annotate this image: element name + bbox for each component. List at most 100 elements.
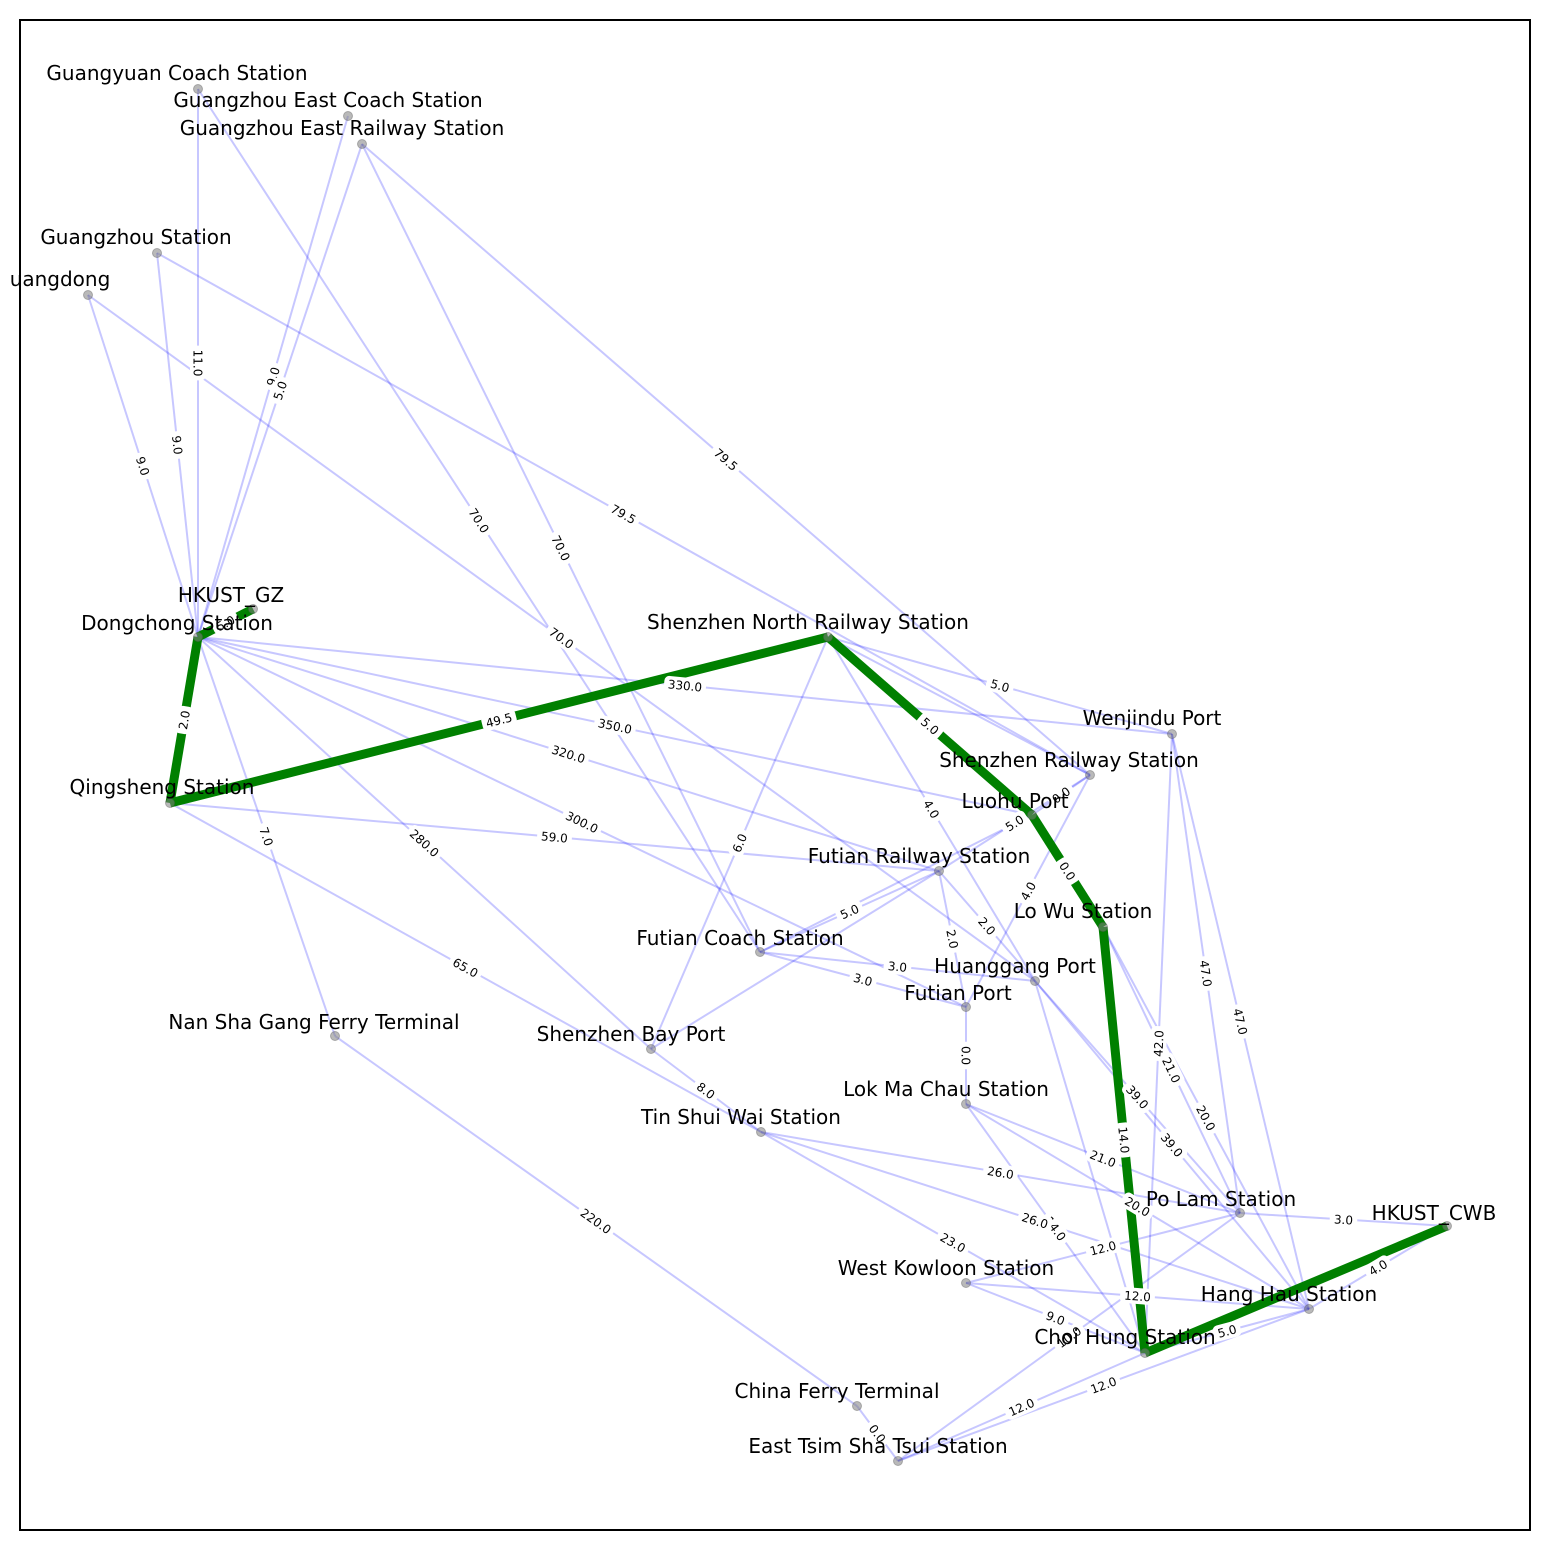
node-label-lmc: Lok Ma Chau Station [843,1077,1049,1101]
edge-weight-label: 47.0 [1229,1003,1252,1040]
edge-weight-text: 70.0 [548,533,572,563]
node-ch [1140,1348,1150,1358]
node-label-hkgz: HKUST_GZ [178,583,284,607]
edge-weight-label: 5.0 [1212,1320,1242,1342]
node-label-lw: Lo Wu Station [1014,899,1153,923]
node-label-szr: Shenzhen Railway Station [939,748,1199,772]
edge-weight-label: 23.0 [935,1228,971,1257]
node-label-ftr: Futian Railway Station [808,844,1031,868]
node-ftp [961,1002,971,1012]
node-label-ftc: Futian Coach Station [636,926,843,950]
edge-weight-label: 2.0 [174,705,194,735]
node-qs [165,798,175,808]
edge-weight-label: 11.0 [190,345,206,381]
edge-weight-label: 3.0 [1329,1210,1358,1229]
edge-weight-label: 5.0 [835,900,864,923]
edge-weight-label: 14.0 [1114,1122,1134,1158]
edge-weight-text: 9.0 [169,435,185,455]
node-nsg [330,1031,340,1041]
node-label-snr: Shenzhen North Railway Station [647,610,969,634]
edge-weight-text: 47.0 [1230,1007,1250,1036]
node-hkgz [248,604,258,614]
edge-weight-text: 320.0 [550,743,587,767]
node-label-ftp: Futian Port [904,981,1012,1005]
edge-weight-text: 14.0 [1115,1126,1132,1154]
edge-weight-label: 5.0 [211,611,240,635]
node-label-pl: Po Lam Station [1146,1187,1296,1211]
node-tsw [756,1127,766,1137]
node-wk [961,1278,971,1288]
edge-weight-text: 12.0 [1088,1238,1117,1258]
edge-weight-text: 5.0 [271,379,290,402]
node-ftc [755,947,765,957]
node-szb [646,1044,656,1054]
node-gec [343,111,353,121]
node-label-qs: Qingsheng Station [70,775,255,799]
node-gy [193,84,203,94]
edge-ftr-szb [650,870,940,1050]
edge-weight-text: 2.0 [943,928,960,949]
node-hgp [1030,976,1040,986]
node-label-wj: Wenjindu Port [1083,706,1222,730]
plot-frame [19,19,1531,1531]
node-label-cwb: HKUST_CWB [1372,1201,1497,1225]
node-label-hgp: Huanggang Port [934,954,1096,978]
node-label-gy: Guangyuan Coach Station [46,61,307,85]
edge-weight-text: 3.0 [887,959,907,975]
edge-weight-text: 0.0 [959,1046,973,1065]
node-label-tsw: Tin Shui Wai Station [640,1105,841,1129]
highlighted-path-layer [165,604,1449,1358]
edge-weight-label: 3.0 [883,957,912,976]
edge-weight-label: 42.0 [1149,1025,1168,1062]
node-cft [852,1401,862,1411]
edge-weight-label: 70.0 [547,530,575,566]
edge-weight-label: 330.0 [663,675,707,696]
edge-weight-label: 0.0 [958,1041,974,1070]
edge-weight-text: 3.0 [1334,1212,1354,1227]
edge-weight-label: 7.0 [255,822,278,851]
edge-weight-label: 3.0 [848,969,878,990]
edge-weight-label: 49.5 [481,709,517,731]
node-label-gd: uangdong [10,267,111,291]
node-label-wk: West Kowloon Station [838,1256,1054,1280]
node-hh [1304,1304,1314,1314]
edge-weight-text: 5.0 [1216,1322,1238,1340]
edge-weight-label: 12.0 [1085,1237,1121,1259]
edge-weight-label: 70.0 [464,503,494,538]
node-label-layer: Guangyuan Coach Station Guangzhou East Co… [10,61,1497,1458]
node-ger [357,139,367,149]
node-gd [83,290,93,300]
edge-weight-label: 5.0 [985,675,1015,696]
edge-weight-label: 59.0 [536,827,573,847]
edge-weight-label: 9.0 [168,430,187,460]
node-cwb [1442,1221,1452,1231]
edge-weight-label: 26.0 [982,1162,1019,1183]
node-lhp [1027,810,1037,820]
edge-snr-szr [827,636,1091,776]
node-wj [1167,729,1177,739]
edge-weight-label: 4.0 [1016,876,1040,906]
edge-weight-text: 2.0 [176,710,193,731]
edge-weight-label: 4.0 [919,794,944,824]
edge-weight-text: 9.0 [133,455,152,477]
path-segment-ch-cwb [1143,1221,1449,1358]
edge-weight-label: 12.0 [1003,1394,1040,1420]
edge-weight-text: 7.0 [256,825,275,848]
node-lw [1098,922,1108,932]
edge-label-layer: 11.070.09.05.070.079.59.079.59.070.05.02… [132,345,1393,1448]
node-label-etst: East Tsim Sha Tsui Station [748,1434,1007,1458]
edge-weight-text: 49.5 [484,710,513,730]
node-layer [83,84,1452,1466]
edge-weight-label: 79.5 [606,500,641,528]
node-lmc [961,1099,971,1109]
node-pl [1235,1208,1245,1218]
edge-weight-text: 47.0 [1197,959,1215,987]
edge-weight-text: 330.0 [667,677,703,694]
edge-weight-text: 26.0 [986,1164,1015,1182]
node-ftr [934,866,944,876]
edge-weight-text: 59.0 [541,829,569,845]
edge-weight-label: 65.0 [448,953,483,982]
edge-weight-label: 220.0 [576,1204,616,1238]
node-gzs [152,248,162,258]
